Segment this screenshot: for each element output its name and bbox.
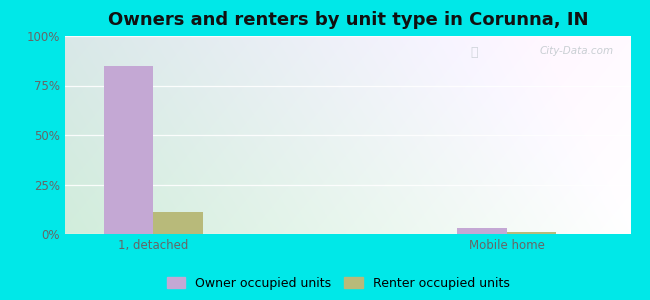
- Bar: [104, 66, 153, 234]
- Text: ⓘ: ⓘ: [471, 46, 478, 59]
- Text: City-Data.com: City-Data.com: [540, 46, 614, 56]
- Bar: [153, 212, 203, 234]
- Title: Owners and renters by unit type in Corunna, IN: Owners and renters by unit type in Corun…: [107, 11, 588, 29]
- Legend: Owner occupied units, Renter occupied units: Owner occupied units, Renter occupied un…: [162, 273, 514, 294]
- Bar: [507, 232, 556, 234]
- Bar: [458, 228, 507, 234]
